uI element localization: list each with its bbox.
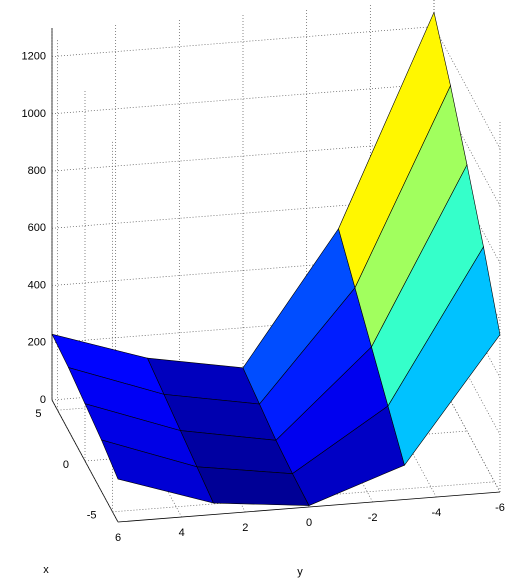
z-tick-label: 400 [28,279,46,291]
surface-patch [387,246,501,466]
y-axis-label: y [297,566,303,578]
grid-line [51,399,119,523]
x-axis-label: x [43,564,49,576]
grid-line [51,26,435,57]
grid-line [112,481,495,513]
grid-line [433,83,501,207]
y-tick-label: 6 [115,532,121,544]
x-tick-label: 5 [35,408,41,420]
y-tick-label: 4 [179,527,185,539]
x-tick-label: 0 [63,459,69,471]
y-tick-label: -2 [368,512,378,524]
z-tick-label: 0 [40,394,46,406]
y-tick-label: -4 [431,507,441,519]
y-tick-label: 2 [242,522,248,534]
z-tick-label: 1000 [22,108,46,120]
x-tick-label: -5 [87,510,97,522]
z-tick-label: 800 [28,165,46,177]
y-tick-label: 0 [306,517,312,529]
z-tick-label: 600 [28,222,46,234]
grid-line [433,26,501,149]
z-tick-label: 200 [28,337,46,349]
z-tick-label: 1200 [22,51,46,63]
y-tick-label: -6 [495,502,505,514]
grid-line [433,369,501,493]
grid-line [51,83,435,115]
